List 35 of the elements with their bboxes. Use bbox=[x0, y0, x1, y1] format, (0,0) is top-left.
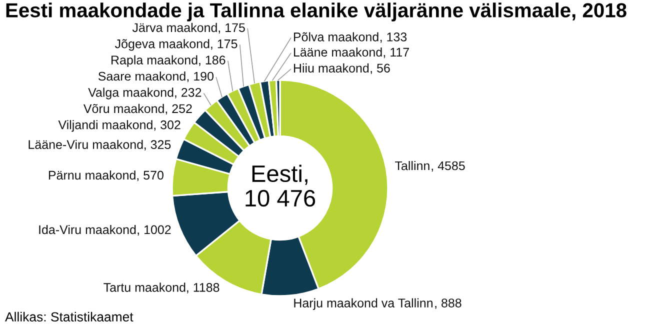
data-label: , 570 bbox=[137, 170, 164, 182]
data-label: , 186 bbox=[199, 56, 226, 66]
data-label: , 4585 bbox=[432, 161, 465, 172]
data-label: , 232 bbox=[175, 88, 202, 98]
data-label: , 325 bbox=[144, 140, 171, 150]
slice-label: Järva maakond bbox=[132, 22, 217, 32]
data-label: , 175 bbox=[218, 23, 245, 34]
slice-label: Võru maakond bbox=[83, 104, 164, 114]
slice-label: Põlva maakond bbox=[294, 32, 378, 42]
data-label: , 302 bbox=[154, 120, 180, 131]
data-label: , 1188 bbox=[187, 283, 220, 294]
slice-label: Tartu maakond bbox=[104, 282, 186, 292]
slice-label: Pärnu maakond bbox=[48, 170, 136, 180]
data-label: , 190 bbox=[187, 72, 214, 82]
slice-label: Rapla maakond bbox=[112, 55, 198, 67]
slice-label: Saare maakond bbox=[98, 71, 186, 81]
data-label: , 133 bbox=[380, 32, 407, 43]
text: Allikas: Statistikaamet bbox=[5, 312, 134, 322]
slice-label: Lääne-Viru maakond bbox=[28, 140, 143, 150]
slice-label: Ida-Viru maakond bbox=[39, 224, 136, 234]
data-label: , 1002 bbox=[138, 225, 171, 236]
data-label: , 175 bbox=[211, 40, 238, 50]
slice-label: Tallinn bbox=[395, 160, 430, 170]
slice-label: Viljandi maakond bbox=[58, 120, 152, 132]
data-label: , 56 bbox=[370, 64, 390, 74]
data-label: , 252 bbox=[166, 104, 192, 115]
text: Eesti, 10 476 bbox=[246, 164, 316, 207]
slice-label: Harju maakond va Tallinn bbox=[294, 298, 432, 310]
data-label: , 117 bbox=[384, 48, 409, 58]
chart-title: Eesti maakondade ja Tallinna elanike väljaränne välismaale, 2018 bbox=[6, 2, 626, 22]
slice-label: Lääne maakond bbox=[294, 47, 382, 57]
slice-label: Jõgeva maakond bbox=[114, 39, 210, 51]
data-label: , 888 bbox=[435, 298, 462, 309]
slice-label: Valga maakond bbox=[88, 88, 174, 100]
slice-label: Hiiu maakond bbox=[294, 63, 369, 73]
